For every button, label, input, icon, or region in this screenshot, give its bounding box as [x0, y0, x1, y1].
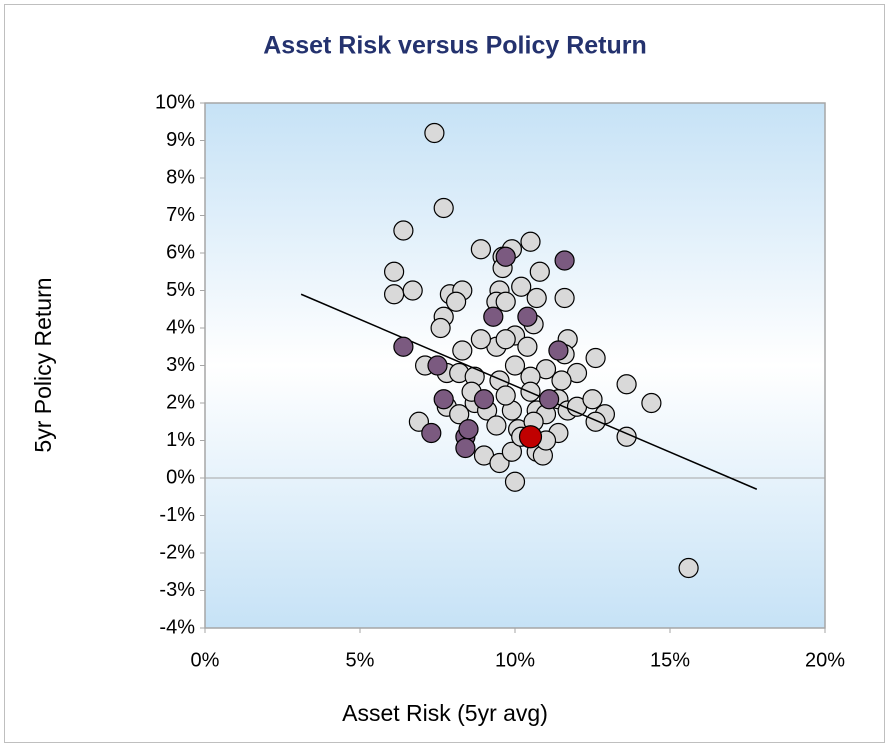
point — [486, 415, 507, 436]
point — [427, 355, 448, 376]
point — [452, 340, 473, 361]
point — [554, 250, 575, 271]
point — [421, 422, 442, 444]
point — [473, 389, 495, 410]
point — [517, 306, 538, 327]
y-tick-label: 9% — [166, 129, 195, 151]
point — [585, 347, 606, 369]
point — [511, 276, 532, 297]
y-tick-label: 5% — [166, 279, 195, 301]
point — [402, 280, 423, 301]
y-tick-label: -2% — [159, 541, 195, 563]
x-tick-label: 0% — [191, 649, 220, 671]
point — [495, 246, 516, 267]
point — [504, 471, 526, 492]
point — [518, 425, 543, 449]
point — [470, 329, 491, 350]
point — [641, 392, 662, 414]
x-tick-label: 15% — [650, 649, 690, 671]
point — [582, 389, 603, 410]
x-axis-label: Asset Risk (5yr avg) — [342, 700, 548, 726]
y-tick-label: 3% — [166, 354, 195, 376]
point — [393, 220, 414, 241]
point — [483, 306, 504, 327]
y-tick-label: 7% — [166, 204, 195, 226]
point — [554, 287, 575, 309]
point — [433, 389, 454, 410]
point — [548, 340, 569, 361]
y-tick-label: 1% — [166, 429, 195, 451]
point — [495, 329, 516, 350]
point — [585, 411, 606, 432]
trend-line — [300, 293, 758, 490]
point — [424, 122, 445, 144]
y-tick-label: 0% — [166, 466, 195, 488]
point — [433, 197, 454, 219]
y-tick-label: 4% — [166, 316, 195, 338]
point — [458, 419, 479, 440]
point — [449, 404, 470, 425]
point — [526, 287, 547, 309]
y-tick-label: -1% — [159, 504, 195, 526]
point — [384, 284, 405, 305]
y-tick-label: -3% — [159, 579, 195, 601]
y-tick-label: 2% — [166, 391, 195, 413]
y-tick-label: 6% — [166, 241, 195, 263]
point — [538, 389, 560, 410]
point — [495, 385, 516, 406]
point — [384, 261, 405, 282]
chart-title: Asset Risk versus Policy Return — [263, 32, 647, 60]
y-axis-label: 5yr Policy Return — [30, 277, 56, 452]
point — [504, 355, 526, 376]
y-tick-label: 8% — [166, 166, 195, 188]
point — [495, 291, 516, 312]
point — [455, 437, 476, 459]
y-tick-label: -4% — [159, 616, 195, 638]
x-tick-label: 10% — [495, 649, 535, 671]
point — [529, 261, 550, 282]
x-tick-label: 20% — [805, 649, 845, 671]
point — [393, 336, 414, 357]
point — [551, 370, 572, 391]
point — [520, 231, 541, 252]
point — [470, 239, 491, 260]
point — [616, 374, 637, 395]
point — [446, 291, 467, 312]
point — [430, 317, 451, 339]
point — [678, 557, 699, 579]
y-tick-label: 10% — [155, 91, 195, 113]
point — [517, 336, 538, 357]
point — [501, 441, 522, 462]
x-tick-label: 5% — [346, 649, 375, 671]
